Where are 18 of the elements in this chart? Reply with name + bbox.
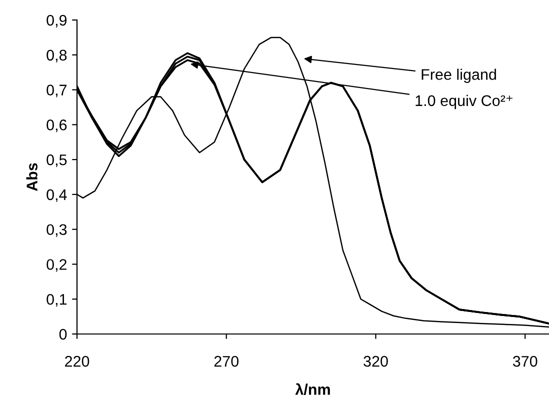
y-tick-label: 0,4 [46,189,67,202]
y-tick-label: 0,1 [46,294,67,307]
x-tick-label: 370 [512,356,538,367]
x-tick-label: 320 [364,356,388,367]
x-tick-label: 270 [214,356,239,367]
y-tick-label: 0 [59,328,67,340]
annotation: 1.0 equiv Co²⁺ [416,94,512,110]
y-tick-label: 0,6 [46,120,67,132]
y-tick-label: 0,2 [46,259,67,272]
y-tick-label: 0,8 [46,50,67,62]
annotation: Free ligand [422,68,496,83]
x-axis-title: λ/nm [295,383,330,396]
y-tick-label: 0,3 [46,224,67,237]
y-tick-label: 0,5 [46,154,67,168]
y-tick-label: 0,9 [46,14,67,28]
y-axis-title: Abs [26,163,38,192]
y-tick-label: 0,7 [46,84,67,98]
x-tick-label: 220 [65,356,90,367]
